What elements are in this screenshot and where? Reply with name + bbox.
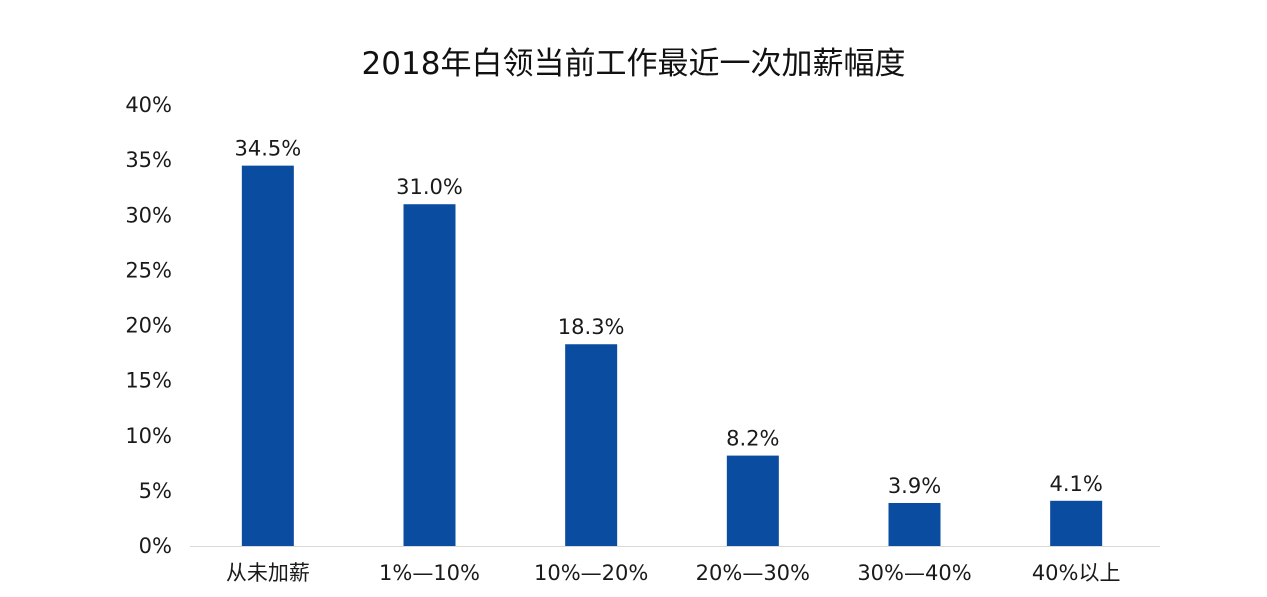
category-label: 10%—20% — [534, 561, 648, 585]
bar-value-label: 3.9% — [888, 474, 941, 498]
bar — [888, 503, 941, 546]
y-axis: 0% 5% 10% 15% 20% 25% 30% 35% 40% — [125, 93, 172, 558]
value-labels: 34.5% 31.0% 18.3% 8.2% 3.9% 4.1% — [234, 137, 1102, 498]
y-tick-label: 30% — [125, 203, 172, 227]
y-tick-label: 35% — [125, 148, 172, 172]
bar — [565, 344, 618, 546]
y-tick-label: 20% — [125, 314, 172, 338]
bar-value-label: 8.2% — [726, 427, 779, 451]
bars — [241, 165, 1103, 546]
bar — [1050, 500, 1103, 546]
category-label: 从未加薪 — [226, 561, 310, 585]
bar-value-label: 31.0% — [396, 175, 463, 199]
y-tick-label: 0% — [139, 534, 172, 558]
y-tick-label: 5% — [139, 479, 172, 503]
category-label: 1%—10% — [379, 561, 480, 585]
bar — [241, 165, 294, 546]
chart-title: 2018年白领当前工作最近一次加薪幅度 — [361, 46, 906, 82]
bar — [726, 455, 779, 546]
category-label: 20%—30% — [696, 561, 810, 585]
bar-value-label: 18.3% — [558, 315, 625, 339]
bar-value-label: 34.5% — [234, 137, 301, 161]
y-tick-label: 10% — [125, 424, 172, 448]
category-label: 30%—40% — [857, 561, 971, 585]
category-label: 40%以上 — [1032, 561, 1121, 585]
y-tick-label: 15% — [125, 369, 172, 393]
bar — [403, 204, 456, 546]
category-labels: 从未加薪 1%—10% 10%—20% 20%—30% 30%—40% 40%以上 — [226, 561, 1121, 585]
y-tick-label: 25% — [125, 258, 172, 282]
y-tick-label: 40% — [125, 93, 172, 117]
bar-value-label: 4.1% — [1049, 472, 1102, 496]
